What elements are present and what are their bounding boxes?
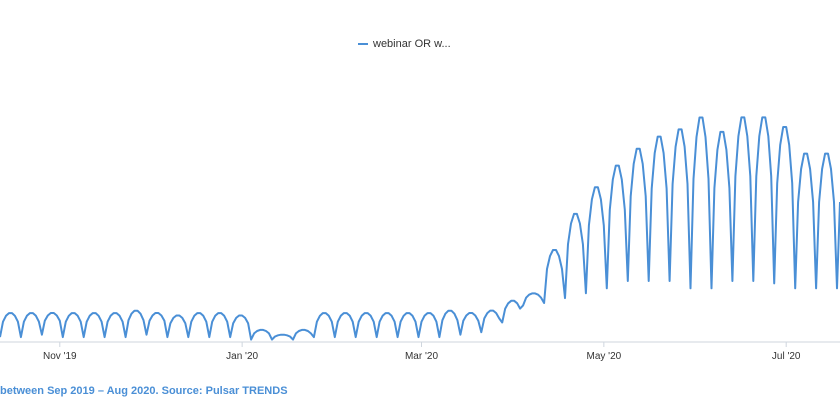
x-tick-label: May '20	[586, 351, 621, 362]
x-tick-label: Mar '20	[405, 351, 438, 362]
x-tick-label: Jan '20	[226, 351, 258, 362]
series-layer	[0, 116, 840, 341]
legend-swatch	[358, 43, 368, 45]
chart-caption: between Sep 2019 – Aug 2020. Source: Pul…	[0, 385, 288, 397]
x-axis: Nov '19 Jan '20 Mar '20 May '20 Jul '20	[0, 341, 840, 362]
series-line-webinar[interactable]	[0, 116, 840, 341]
legend[interactable]: webinar OR w...	[358, 38, 451, 50]
legend-label: webinar OR w...	[373, 38, 451, 50]
x-tick-label: Jul '20	[772, 351, 801, 362]
x-tick-label: Nov '19	[43, 351, 77, 362]
